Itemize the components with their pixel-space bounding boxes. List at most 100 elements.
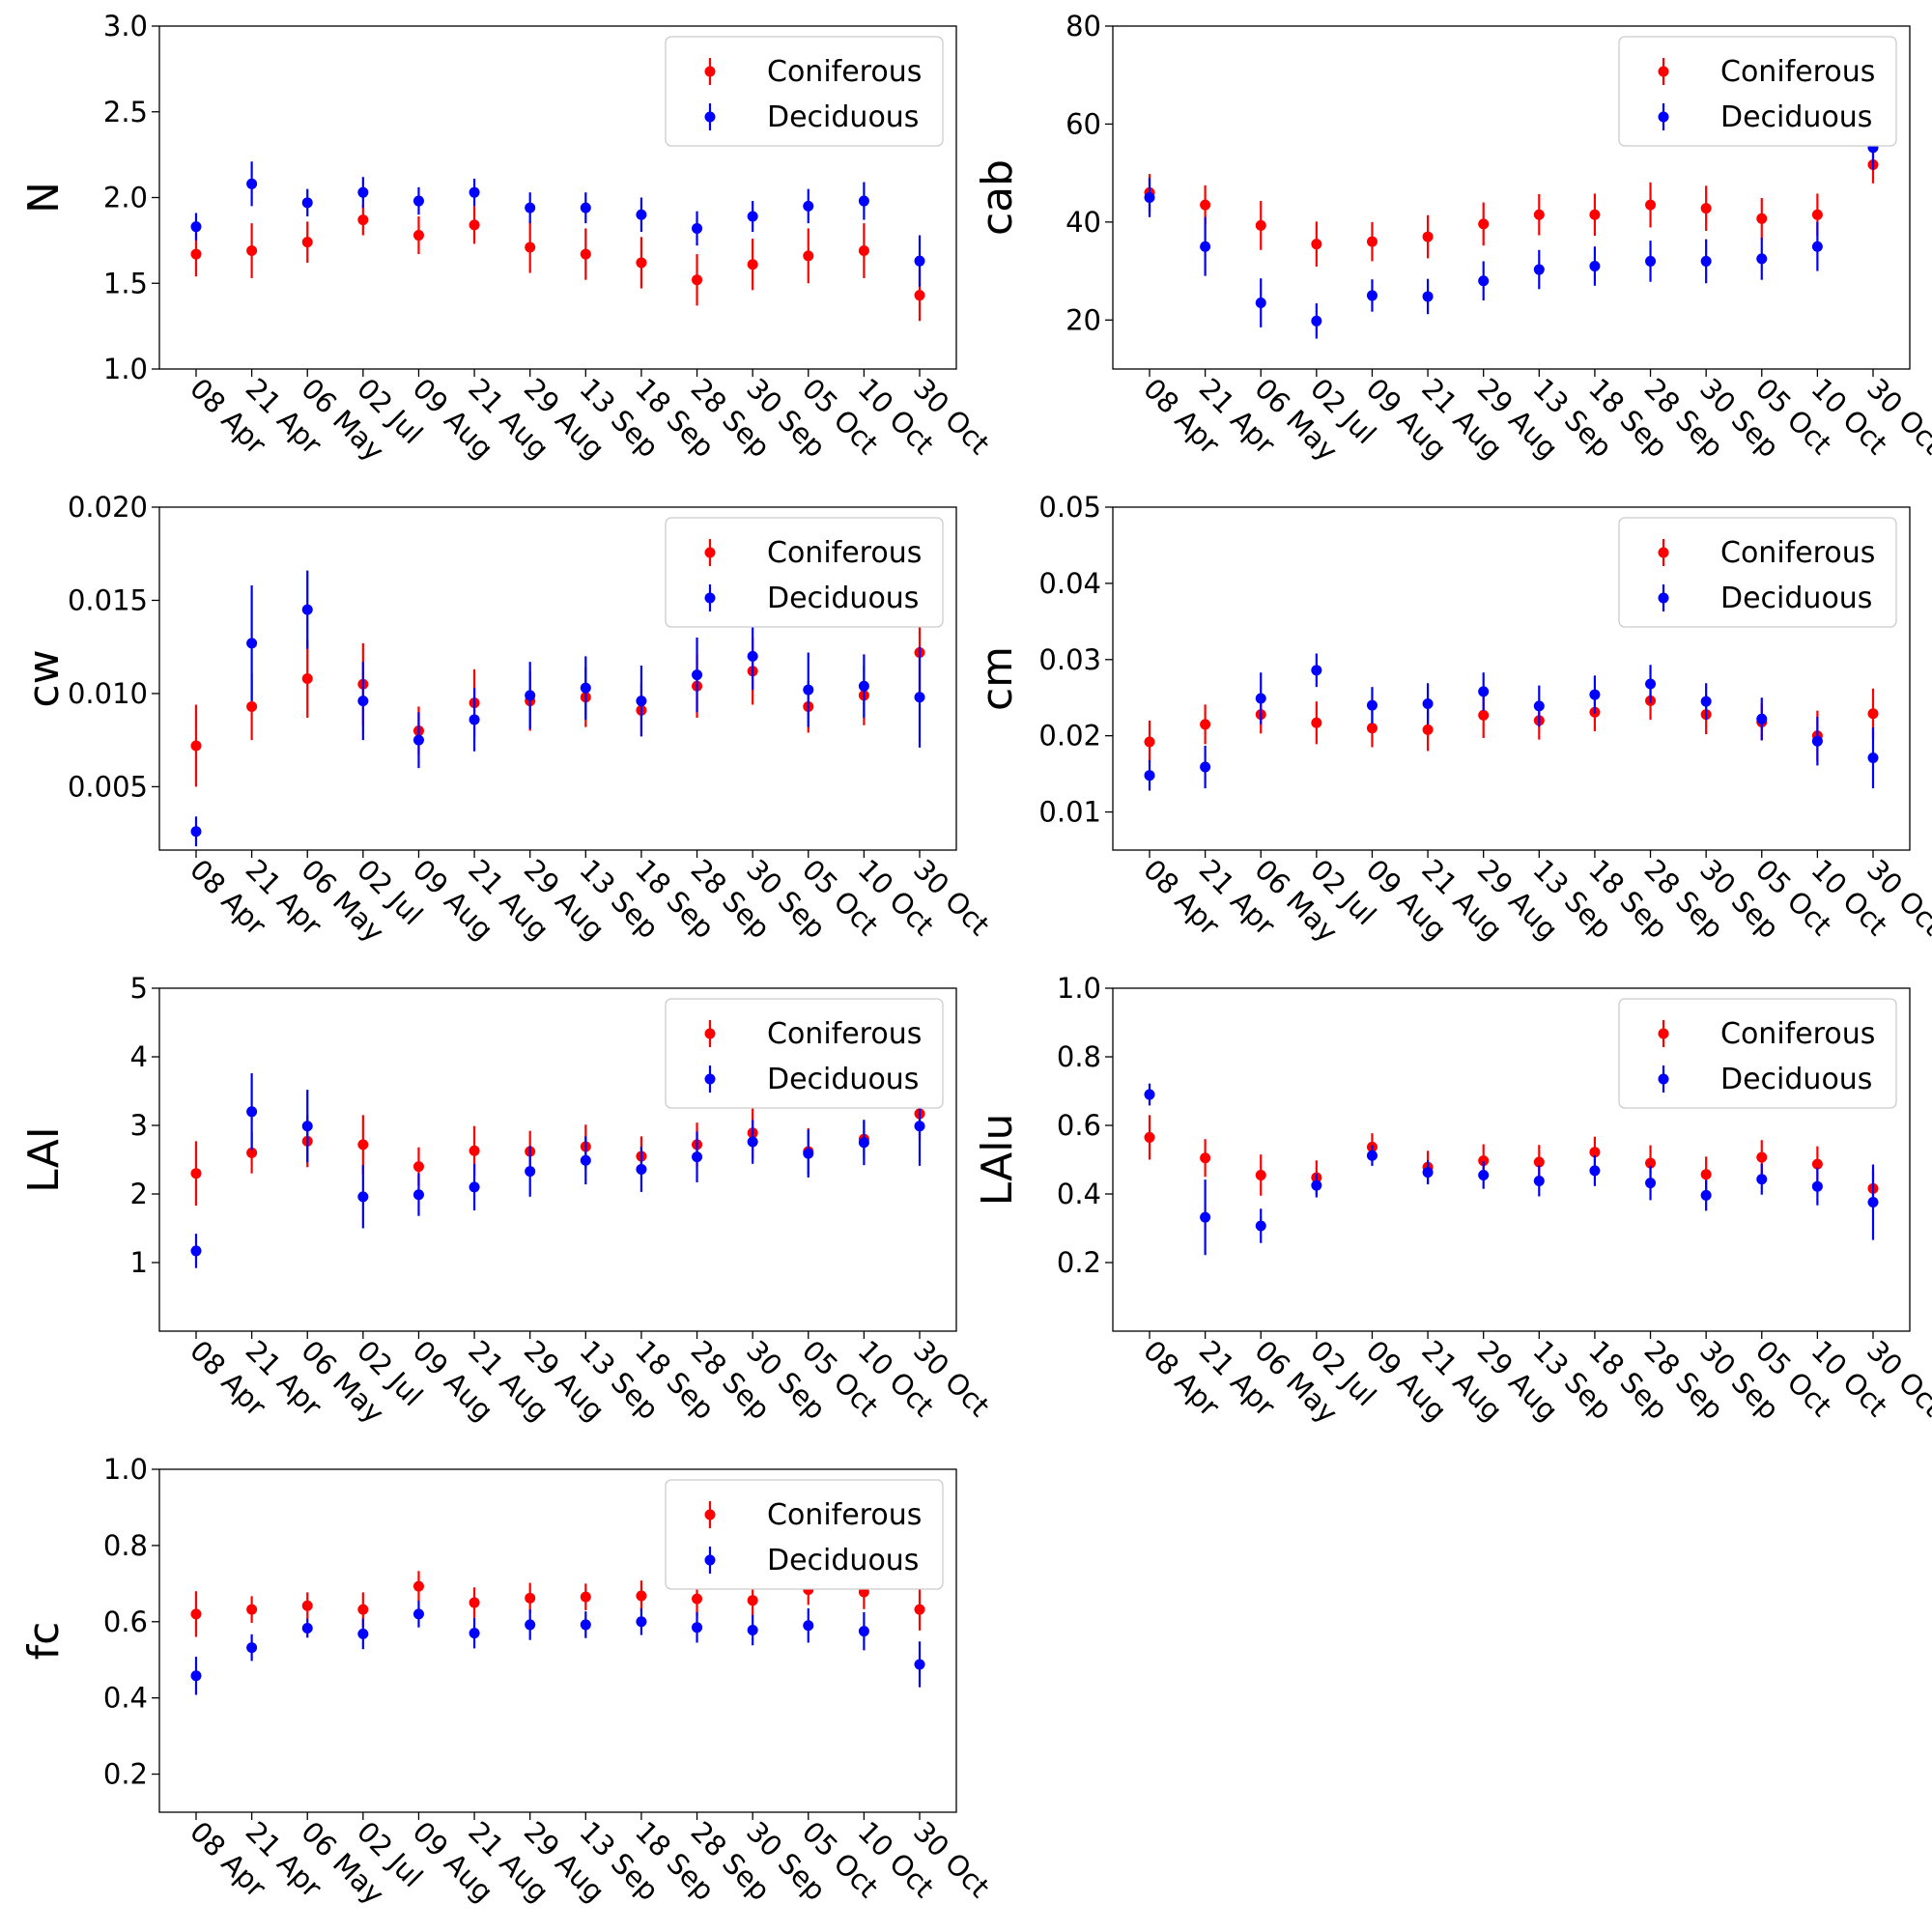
data-point-coniferous bbox=[1867, 708, 1879, 720]
y-axis-label: LAI bbox=[19, 1126, 69, 1193]
data-point-coniferous bbox=[1533, 209, 1545, 220]
data-point-deciduous bbox=[1645, 1178, 1657, 1189]
legend-label-coniferous: Coniferous bbox=[1720, 1017, 1875, 1051]
data-point-deciduous bbox=[1422, 291, 1434, 302]
y-tick-label: 3.0 bbox=[103, 10, 148, 43]
data-point-deciduous bbox=[858, 1626, 869, 1637]
data-point-deciduous bbox=[1756, 253, 1768, 265]
data-point-deciduous bbox=[301, 197, 313, 209]
y-tick-label: 0.010 bbox=[68, 677, 148, 710]
legend-label-deciduous: Deciduous bbox=[767, 100, 919, 134]
y-tick-label: 1.0 bbox=[103, 353, 148, 385]
data-point-deciduous bbox=[1422, 698, 1434, 710]
data-point-deciduous bbox=[914, 1659, 925, 1670]
legend-marker bbox=[704, 1073, 716, 1085]
data-point-deciduous bbox=[246, 638, 258, 649]
legend-marker bbox=[704, 547, 716, 558]
y-tick-label: 60 bbox=[1065, 107, 1101, 140]
legend-marker bbox=[704, 1028, 716, 1039]
data-point-deciduous bbox=[692, 222, 703, 234]
data-point-coniferous bbox=[1756, 213, 1768, 224]
y-tick-label: 80 bbox=[1065, 10, 1101, 43]
data-point-deciduous bbox=[1700, 255, 1712, 267]
data-point-coniferous bbox=[1478, 1155, 1490, 1167]
data-point-deciduous bbox=[914, 1121, 925, 1132]
data-point-deciduous bbox=[1811, 735, 1823, 747]
data-point-coniferous bbox=[1478, 709, 1490, 721]
data-point-deciduous bbox=[469, 186, 480, 198]
data-point-coniferous bbox=[1645, 199, 1657, 211]
data-point-deciduous bbox=[1422, 1167, 1434, 1179]
data-point-deciduous bbox=[1867, 1197, 1879, 1208]
data-point-deciduous bbox=[1756, 713, 1768, 724]
data-point-coniferous bbox=[412, 1580, 424, 1592]
data-point-deciduous bbox=[190, 1670, 202, 1682]
data-point-deciduous bbox=[469, 1628, 480, 1639]
y-tick-label: 0.020 bbox=[68, 491, 148, 524]
legend: Coniferous Deciduous bbox=[1618, 36, 1897, 147]
data-point-coniferous bbox=[1200, 1152, 1211, 1164]
data-point-deciduous bbox=[357, 1628, 369, 1639]
y-tick-label: 0.6 bbox=[103, 1605, 148, 1638]
data-point-deciduous bbox=[1255, 298, 1266, 309]
y-tick-label: 1.0 bbox=[103, 1453, 148, 1486]
data-point-deciduous bbox=[914, 255, 925, 267]
data-point-coniferous bbox=[190, 1168, 202, 1179]
data-point-deciduous bbox=[357, 1191, 369, 1203]
data-point-deciduous bbox=[1867, 753, 1879, 764]
data-point-deciduous bbox=[636, 696, 647, 707]
legend-label-deciduous: Deciduous bbox=[767, 1544, 919, 1577]
legend: Coniferous Deciduous bbox=[665, 517, 944, 628]
data-point-deciduous bbox=[1144, 770, 1155, 781]
data-point-coniferous bbox=[190, 740, 202, 752]
y-tick-label: 0.005 bbox=[68, 770, 148, 803]
data-point-deciduous bbox=[580, 1619, 591, 1631]
data-point-coniferous bbox=[636, 257, 647, 269]
data-point-deciduous bbox=[1645, 255, 1657, 267]
legend-label-deciduous: Deciduous bbox=[1720, 1063, 1872, 1096]
data-point-deciduous bbox=[1200, 761, 1211, 773]
data-point-deciduous bbox=[1478, 686, 1490, 697]
data-point-coniferous bbox=[580, 1591, 591, 1603]
data-point-deciduous bbox=[1144, 1089, 1155, 1100]
data-point-coniferous bbox=[190, 248, 202, 260]
data-point-deciduous bbox=[580, 682, 591, 694]
data-point-coniferous bbox=[469, 219, 480, 231]
data-point-coniferous bbox=[412, 1161, 424, 1173]
data-point-deciduous bbox=[803, 684, 814, 696]
data-point-deciduous bbox=[1311, 665, 1322, 676]
y-tick-label: 0.4 bbox=[1057, 1178, 1101, 1210]
legend-label-coniferous: Coniferous bbox=[767, 536, 922, 570]
data-point-coniferous bbox=[190, 1608, 202, 1620]
y-axis-label: LAlu bbox=[973, 1114, 1022, 1207]
y-tick-label: 0.04 bbox=[1038, 567, 1101, 600]
legend-label-coniferous: Coniferous bbox=[1720, 55, 1875, 89]
data-point-deciduous bbox=[580, 202, 591, 213]
data-point-coniferous bbox=[1311, 717, 1322, 728]
y-axis-label: cw bbox=[19, 649, 69, 707]
data-point-coniferous bbox=[1811, 1158, 1823, 1170]
legend-box bbox=[1618, 36, 1897, 147]
data-point-deciduous bbox=[190, 826, 202, 838]
data-point-coniferous bbox=[357, 1139, 369, 1151]
data-point-coniferous bbox=[469, 1597, 480, 1608]
data-point-deciduous bbox=[1645, 678, 1657, 690]
data-point-deciduous bbox=[1311, 315, 1322, 327]
data-point-coniferous bbox=[357, 214, 369, 226]
data-point-coniferous bbox=[1478, 218, 1490, 230]
data-point-deciduous bbox=[412, 1189, 424, 1201]
data-point-deciduous bbox=[636, 209, 647, 220]
data-point-deciduous bbox=[1589, 689, 1601, 700]
data-point-deciduous bbox=[1533, 264, 1545, 275]
data-point-deciduous bbox=[525, 202, 536, 213]
legend-box bbox=[1618, 998, 1897, 1109]
data-point-coniferous bbox=[747, 259, 758, 270]
legend: Coniferous Deciduous bbox=[665, 1479, 944, 1590]
data-point-deciduous bbox=[692, 1151, 703, 1163]
data-point-coniferous bbox=[1144, 736, 1155, 748]
data-point-deciduous bbox=[525, 1619, 536, 1631]
